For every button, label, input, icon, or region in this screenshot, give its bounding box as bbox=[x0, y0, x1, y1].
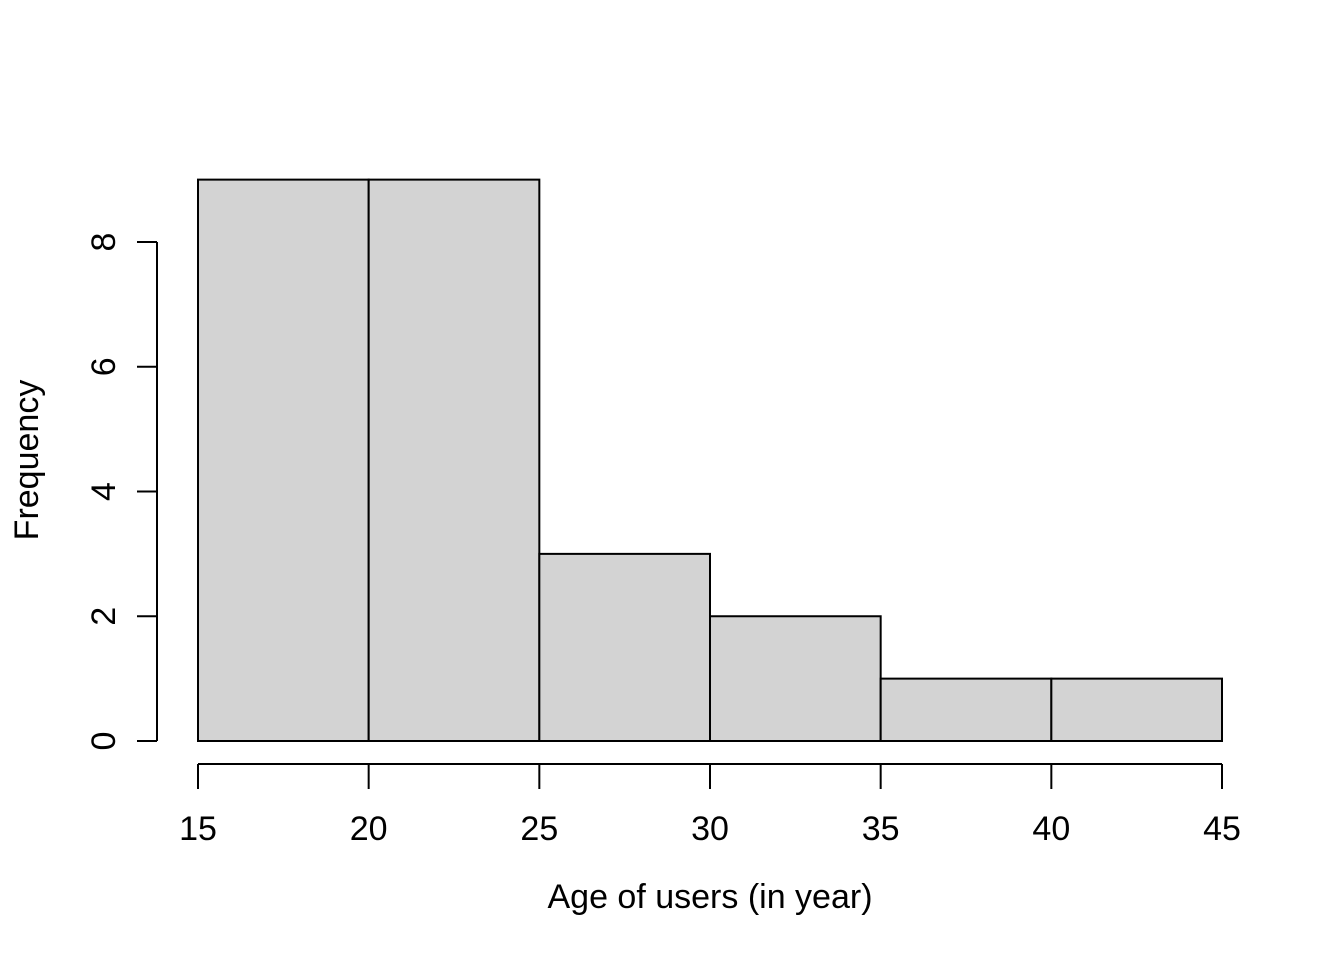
y-tick-label: 4 bbox=[85, 482, 123, 501]
histogram-bar bbox=[1050, 677, 1224, 742]
histogram-bar bbox=[709, 615, 882, 742]
histogram-bar bbox=[879, 677, 1053, 742]
x-tick-label: 15 bbox=[179, 810, 217, 848]
histogram-bar bbox=[367, 178, 541, 742]
x-axis-title: Age of users (in year) bbox=[547, 878, 872, 916]
y-tick-label: 0 bbox=[85, 732, 123, 751]
y-tick-label: 8 bbox=[85, 233, 123, 252]
histogram-bar bbox=[538, 552, 711, 742]
y-tick-label: 2 bbox=[85, 607, 123, 626]
y-axis-title: Frequency bbox=[8, 380, 46, 541]
x-tick-label: 20 bbox=[350, 810, 388, 848]
x-tick-label: 25 bbox=[520, 810, 558, 848]
y-tick-label: 6 bbox=[85, 357, 123, 376]
y-axis: 0 2 4 6 8 bbox=[85, 233, 158, 751]
x-axis: 15 20 25 30 35 40 45 bbox=[179, 763, 1241, 848]
x-tick-label: 30 bbox=[691, 810, 729, 848]
x-tick-label: 40 bbox=[1032, 810, 1070, 848]
x-tick-label: 45 bbox=[1203, 810, 1241, 848]
x-tick-label: 35 bbox=[862, 810, 900, 848]
bars-layer bbox=[197, 178, 1224, 742]
histogram-bar bbox=[197, 178, 370, 742]
